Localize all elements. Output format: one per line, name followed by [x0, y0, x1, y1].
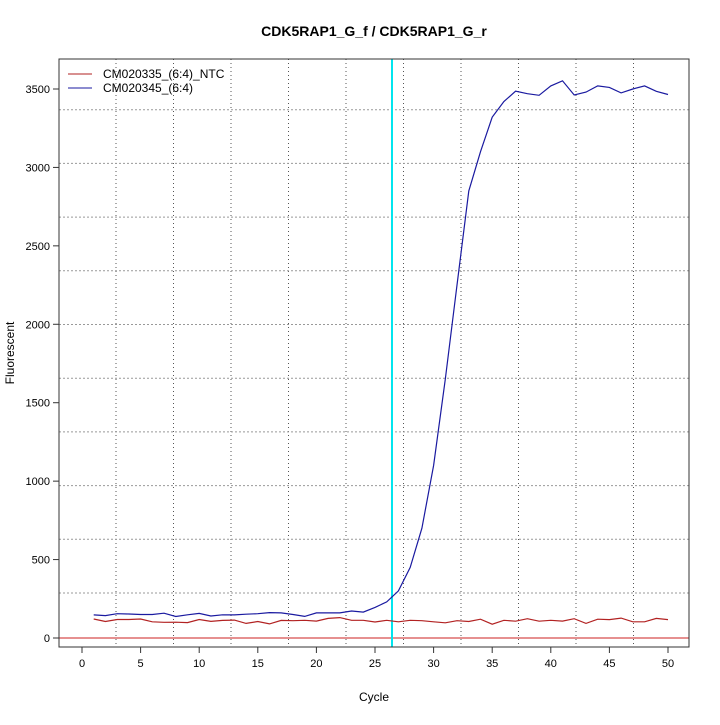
x-tick-label: 40 [545, 658, 557, 670]
x-tick-label: 5 [138, 658, 144, 670]
grid [59, 59, 689, 647]
x-tick-label: 20 [310, 658, 322, 670]
y-tick-label: 3500 [26, 84, 50, 96]
x-tick-label: 30 [427, 658, 439, 670]
legend-label-ntc: CM020335_(6:4)_NTC [103, 67, 225, 81]
y-tick-label: 500 [32, 555, 50, 567]
x-tick-label: 50 [662, 658, 674, 670]
series-line-ntc [93, 616, 669, 625]
plot-frame [58, 58, 690, 648]
x-tick-label: 10 [193, 658, 205, 670]
y-axis: 0 500 1000 1500 2000 2500 3000 3500 [26, 84, 60, 645]
legend-label-sample: CM020345_(6:4) [103, 81, 193, 95]
legend: CM020335_(6:4)_NTC CM020345_(6:4) [68, 67, 225, 95]
x-axis-label: Cycle [359, 690, 389, 704]
y-tick-label: 1500 [26, 398, 50, 410]
x-tick-label: 0 [79, 658, 85, 670]
x-tick-label: 45 [603, 658, 615, 670]
y-tick-label: 0 [44, 633, 50, 645]
x-tick-label: 25 [369, 658, 381, 670]
series-line-sample [93, 80, 669, 618]
y-tick-label: 3000 [26, 162, 50, 174]
y-tick-label: 1000 [26, 476, 50, 488]
x-axis: 0 5 10 15 20 25 30 35 40 45 50 [79, 646, 674, 670]
x-tick-label: 35 [486, 658, 498, 670]
y-axis-label: Fluorescent [3, 321, 17, 384]
series-lines [59, 59, 689, 647]
chart-title: CDK5RAP1_G_f / CDK5RAP1_G_r [261, 23, 487, 39]
y-tick-label: 2000 [26, 319, 50, 331]
y-tick-label: 2500 [26, 241, 50, 253]
x-tick-label: 15 [252, 658, 264, 670]
